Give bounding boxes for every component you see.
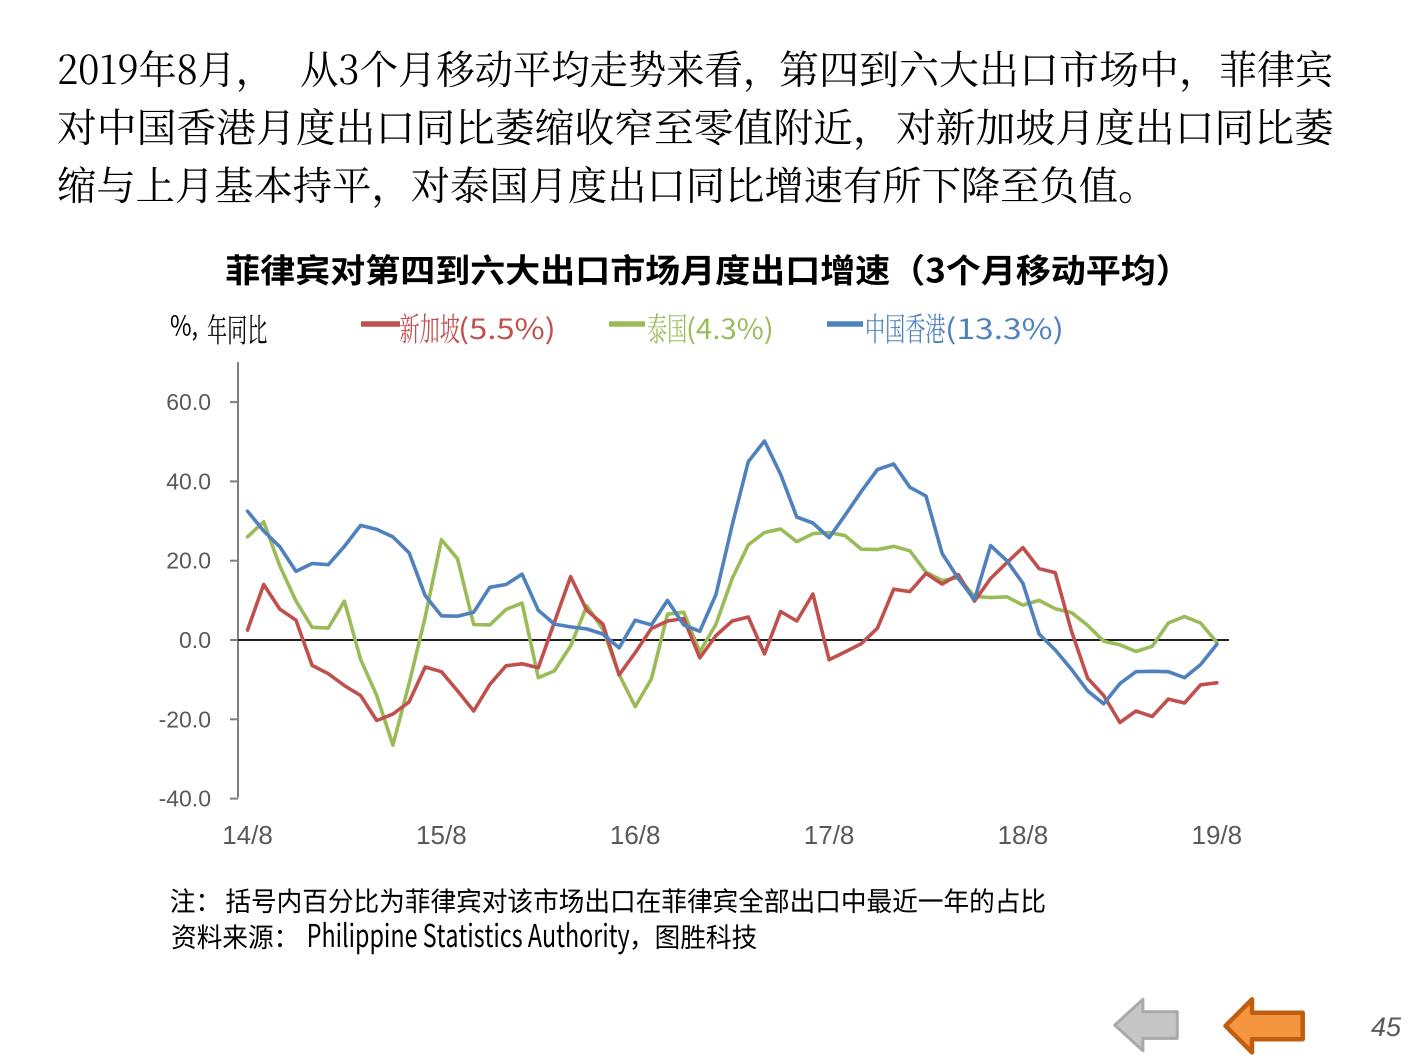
svg-text:45: 45 — [1371, 1012, 1402, 1042]
svg-text:20.0: 20.0 — [166, 548, 211, 574]
svg-text:16/8: 16/8 — [610, 820, 661, 850]
svg-text:0.0: 0.0 — [179, 627, 211, 653]
svg-text:17/8: 17/8 — [804, 820, 855, 850]
svg-text:15/8: 15/8 — [416, 820, 467, 850]
svg-text:14/8: 14/8 — [222, 820, 273, 850]
svg-text:-20.0: -20.0 — [159, 706, 211, 732]
svg-text:40.0: 40.0 — [166, 468, 211, 494]
svg-text:18/8: 18/8 — [998, 820, 1049, 850]
svg-text:60.0: 60.0 — [166, 389, 211, 415]
svg-text:-40.0: -40.0 — [159, 786, 211, 812]
svg-text:19/8: 19/8 — [1191, 820, 1242, 850]
